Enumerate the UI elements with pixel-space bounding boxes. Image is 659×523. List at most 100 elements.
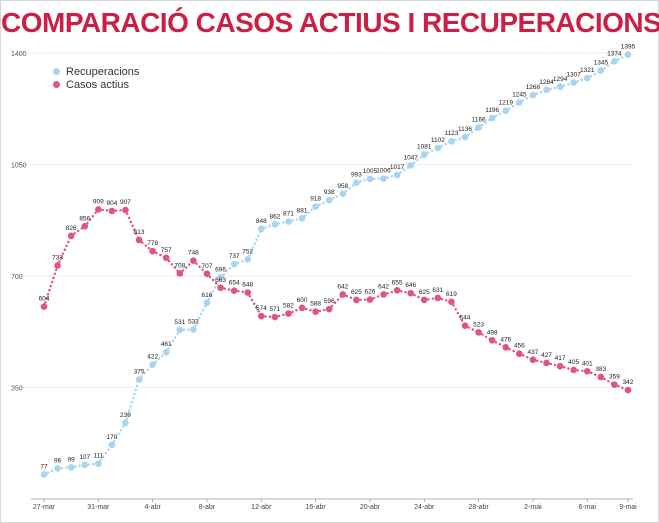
series-recuperacions-segment	[300, 205, 317, 220]
series-casos-actius-point-17-abr	[325, 305, 333, 313]
series-casos-actius-label-1-abr: 904	[106, 200, 117, 207]
series-recuperacions-point-25-abr	[434, 144, 442, 152]
series-recuperacions-point-8-mai	[611, 57, 618, 65]
series-casos-actius-point-12-abr	[258, 312, 265, 320]
series-recuperacions-label-25-abr: 1102	[431, 137, 445, 144]
series-recuperacions-point-10-abr	[230, 260, 238, 268]
x-tick-label-8-abr: 8-abr	[199, 504, 216, 511]
series-recuperacions-point-19-abr	[353, 179, 360, 186]
series-recuperacions-point-27-mar	[40, 471, 48, 478]
series-casos-actius-point-22-abr	[393, 287, 401, 294]
series-recuperacions-label-7-mai: 1345	[594, 60, 609, 67]
series-casos-actius-point-24-abr	[420, 296, 428, 304]
series-casos-actius-point-5-abr	[162, 254, 170, 262]
series-recuperacions-point-1-mai	[516, 99, 523, 106]
series-casos-actius-point-26-abr	[448, 298, 455, 306]
series-casos-actius-point-25-abr	[434, 294, 442, 302]
series-casos-actius-point-3-mai	[543, 359, 550, 367]
series-recuperacions-point-28-mar	[54, 465, 61, 472]
series-casos-actius-label-2-mai: 437	[528, 349, 539, 356]
series-casos-actius-label-30-mar: 856	[79, 215, 90, 222]
legend-item-casos-actius: Casos actius	[53, 78, 139, 91]
series-casos-actius-point-28-abr	[475, 329, 482, 336]
series-recuperacions-point-29-abr	[488, 114, 496, 122]
series-casos-actius-point-2-mai	[529, 356, 537, 364]
series-recuperacions-label-2-abr: 239	[120, 412, 131, 419]
series-recuperacions-label-29-mar: 99	[68, 456, 76, 463]
series-recuperacions-point-3-mai	[543, 86, 550, 94]
series-recuperacions-label-8-mai: 1374	[607, 50, 622, 57]
series-recuperacions-label-19-abr: 993	[351, 172, 362, 179]
series-recuperacions-label-8-abr: 616	[202, 292, 213, 299]
series-casos-actius-label-18-abr: 642	[337, 283, 348, 290]
series-recuperacions-point-4-mai	[556, 83, 564, 91]
series-recuperacions-label-11-abr: 752	[242, 248, 253, 255]
series-casos-actius-label-15-abr: 600	[297, 297, 308, 304]
x-tick-label-2-mai: 2-mai	[524, 504, 542, 511]
series-casos-actius-point-2-abr	[122, 206, 129, 214]
series-casos-actius-label-5-mai: 405	[568, 359, 579, 366]
series-casos-actius-segment	[450, 300, 467, 327]
series-casos-actius-point-4-mai	[556, 362, 564, 370]
series-casos-actius-point-4-abr	[149, 247, 156, 255]
series-casos-actius-segment	[165, 256, 182, 275]
series-casos-actius-point-16-abr	[312, 308, 319, 315]
series-casos-actius-point-8-abr	[203, 270, 211, 278]
series-recuperacions-point-9-abr	[217, 273, 224, 281]
series-recuperacions-label-28-mar: 96	[54, 457, 62, 464]
series-recuperacions-label-3-mai: 1284	[539, 79, 554, 86]
legend-label-recuperacions: Recuperacions	[66, 65, 140, 78]
series-recuperacions-label-16-abr: 918	[310, 196, 321, 203]
series-casos-actius-segment	[328, 293, 344, 311]
series-casos-actius-point-3-abr	[135, 236, 143, 244]
series-casos-actius-label-3-mai: 427	[541, 352, 552, 359]
series-casos-actius-point-6-mai	[583, 367, 591, 375]
series-casos-actius-point-23-abr	[407, 289, 414, 297]
series-recuperacions-point-31-mar	[95, 460, 102, 467]
series-recuperacions-segment	[409, 153, 426, 167]
series-recuperacions-segment	[97, 443, 114, 465]
series-casos-actius-label-23-abr: 646	[405, 282, 416, 289]
series-recuperacions-point-5-mai	[570, 79, 577, 86]
legend-swatch-casos-actius	[53, 81, 60, 88]
series-casos-actius-label-1-mai: 456	[514, 343, 525, 350]
series-casos-actius-point-27-mar	[40, 303, 48, 310]
series-casos-actius-segment	[42, 264, 59, 308]
series-casos-actius-point-20-abr	[366, 296, 374, 303]
series-recuperacions-label-6-abr: 531	[174, 319, 185, 326]
series-recuperacions-label-23-abr: 1047	[403, 154, 418, 161]
x-tick-label-6-mai: 6-mai	[578, 504, 596, 511]
series-casos-actius-segment	[246, 291, 263, 318]
series-recuperacions-point-17-abr	[325, 196, 333, 204]
series-recuperacions-point-7-mai	[597, 67, 605, 74]
series-recuperacions-label-4-abr: 422	[147, 354, 158, 361]
series-recuperacions-label-3-abr: 375	[134, 369, 145, 376]
series-recuperacions-point-9-mai	[624, 51, 632, 58]
legend-label-casos-actius: Casos actius	[66, 78, 129, 91]
series-recuperacions-segment	[137, 363, 154, 381]
series-casos-actius-point-18-abr	[339, 291, 347, 298]
series-casos-actius-label-10-abr: 654	[229, 280, 240, 287]
series-casos-actius-label-24-abr: 625	[419, 289, 430, 296]
series-casos-actius-point-14-abr	[285, 310, 292, 317]
series-casos-actius-point-5-mai	[570, 366, 577, 374]
series-casos-actius-label-2-abr: 907	[120, 199, 131, 206]
series-recuperacions-point-29-mar	[67, 464, 75, 471]
series-recuperacions-label-26-abr: 1123	[444, 130, 458, 137]
series-casos-actius-point-9-abr	[217, 284, 224, 292]
x-tick-label-4-abr: 4-abr	[144, 504, 161, 511]
series-casos-actius-label-8-mai: 359	[609, 374, 620, 381]
series-recuperacions-label-9-abr: 696	[215, 266, 226, 273]
series-recuperacions-label-9-mai: 1395	[621, 44, 636, 51]
series-recuperacions-segment	[205, 276, 222, 304]
series-casos-actius-label-20-abr: 626	[365, 289, 376, 296]
series-casos-actius-segment	[137, 238, 154, 253]
series-recuperacions-label-2-mai: 1268	[526, 84, 541, 91]
series-recuperacions-segment	[110, 421, 127, 447]
series-recuperacions-label-21-abr: 1006	[376, 168, 391, 175]
series-recuperacions-segment	[124, 378, 141, 425]
series-casos-actius-label-28-mar: 733	[52, 254, 63, 261]
series-recuperacions-point-30-abr	[502, 107, 510, 114]
series-casos-actius-label-4-abr: 778	[147, 240, 158, 247]
series-recuperacions-segment	[192, 301, 209, 331]
